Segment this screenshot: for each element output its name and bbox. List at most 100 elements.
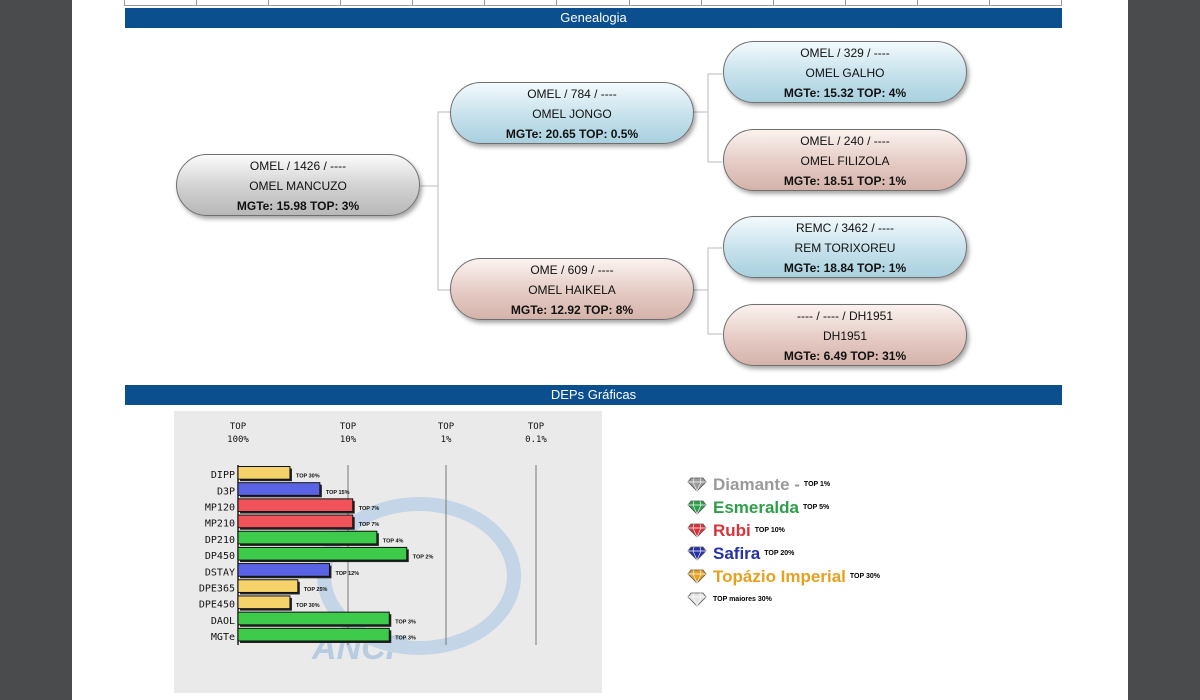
category-label-D3P: D3P bbox=[217, 486, 235, 497]
deps-header: DEPs Gráficas bbox=[125, 385, 1062, 405]
dam-registry: OME / 609 / ---- bbox=[530, 263, 614, 277]
bar-DAOL bbox=[237, 611, 390, 626]
bar-MP210 bbox=[237, 514, 354, 529]
dam-dam-registry: ---- / ---- / DH1951 bbox=[797, 309, 893, 323]
legend-gem-name: Rubi bbox=[713, 520, 751, 540]
bar-DIPP bbox=[237, 466, 291, 480]
sire-name: OMEL JONGO bbox=[532, 107, 612, 121]
sire-mgte: MGTe: 20.65 TOP: 0.5% bbox=[505, 127, 639, 141]
bar-DSTAY bbox=[237, 563, 330, 577]
animal-card[interactable]: OMEL / 1426 / ---- OMEL MANCUZO MGTe: 15… bbox=[176, 154, 420, 216]
category-label-DIPP: DIPP bbox=[211, 470, 235, 481]
category-label-DP210: DP210 bbox=[205, 535, 235, 546]
dam-card[interactable]: OME / 609 / ---- OMEL HAIKELA MGTe: 12.9… bbox=[450, 258, 694, 320]
bar-MGTe bbox=[237, 627, 390, 642]
data-label-MGTe: TOP 3% bbox=[395, 636, 416, 642]
legend-gem-top: TOP 20% bbox=[764, 550, 795, 557]
sire-dam-registry: OMEL / 240 / ---- bbox=[800, 134, 890, 148]
x-tick-top-1: TOP bbox=[340, 422, 357, 432]
dam-name: OMEL HAIKELA bbox=[528, 283, 616, 297]
legend-gem-top: TOP 30% bbox=[849, 573, 880, 580]
animal-registry: OMEL / 1426 / ---- bbox=[249, 159, 347, 173]
bar-DP210 bbox=[237, 530, 378, 545]
sire-sire-name: OMEL GALHO bbox=[805, 66, 885, 80]
legend-gem-name: Esmeralda bbox=[713, 497, 799, 517]
deps-chart: ANCP TOP 100% TOP 10% TOP 1% TOP 0.1% DIPP TOP 30%… bbox=[174, 411, 602, 693]
x-tick-bottom-0: 100% bbox=[227, 435, 249, 445]
gem-icon bbox=[687, 500, 707, 515]
sire-registry: OMEL / 784 / ---- bbox=[527, 87, 617, 101]
x-tick-bottom-2: 1% bbox=[441, 435, 452, 445]
sire-sire-mgte: MGTe: 15.32 TOP: 4% bbox=[783, 86, 907, 100]
legend-gem-top: TOP 5% bbox=[803, 504, 830, 511]
bar-D3P bbox=[237, 482, 321, 496]
category-label-MP120: MP120 bbox=[205, 503, 235, 514]
animal-mgte: MGTe: 15.98 TOP: 3% bbox=[236, 199, 360, 213]
x-tick-top-2: TOP bbox=[438, 422, 455, 432]
category-label-DAOL: DAOL bbox=[211, 616, 235, 627]
gem-legend: Diamante - TOP 1% Esmeralda TOP 5% Rubi TOP 1… bbox=[687, 473, 880, 611]
legend-gem-top: TOP 1% bbox=[803, 481, 831, 488]
category-label-DSTAY: DSTAY bbox=[205, 567, 235, 578]
legend-item-1: Esmeralda TOP 5% bbox=[687, 496, 880, 519]
dam-mgte: MGTe: 12.92 TOP: 8% bbox=[510, 303, 634, 317]
bar-DP450 bbox=[237, 546, 408, 561]
legend-item-0: Diamante - TOP 1% bbox=[687, 473, 880, 496]
x-tick-top-3: TOP bbox=[528, 422, 545, 432]
legend-gem-name: Diamante - bbox=[713, 474, 800, 494]
legend-item-3: Safira TOP 20% bbox=[687, 542, 880, 565]
gem-icon bbox=[687, 546, 707, 561]
genealogy-header: Genealogia bbox=[125, 8, 1062, 28]
data-label-D3P: TOP 15% bbox=[326, 490, 350, 496]
category-label-MP210: MP210 bbox=[205, 519, 235, 530]
legend-footer-text: TOP maiores 30% bbox=[713, 596, 772, 603]
sire-dam-mgte: MGTe: 18.51 TOP: 1% bbox=[783, 174, 907, 188]
legend-item-4: Topázio Imperial TOP 30% bbox=[687, 565, 880, 588]
gem-icon bbox=[687, 569, 707, 584]
data-label-DSTAY: TOP 12% bbox=[335, 571, 359, 577]
x-tick-top-0: TOP bbox=[230, 422, 247, 432]
dam-dam-mgte: MGTe: 6.49 TOP: 31% bbox=[783, 349, 907, 363]
x-tick-bottom-1: 10% bbox=[340, 435, 357, 445]
data-label-DPE450: TOP 30% bbox=[296, 603, 320, 609]
category-label-DPE365: DPE365 bbox=[199, 583, 235, 594]
report-page: Genealogia OMEL / 1426 / ---- OMEL MANCU… bbox=[72, 0, 1128, 700]
sire-sire-registry: OMEL / 329 / ---- bbox=[800, 46, 890, 60]
data-label-DIPP: TOP 30% bbox=[296, 474, 320, 480]
dam-dam-name: DH1951 bbox=[822, 329, 868, 343]
data-label-DPE365: TOP 25% bbox=[304, 587, 328, 593]
legend-footer: TOP maiores 30% bbox=[687, 588, 880, 611]
category-label-DP450: DP450 bbox=[205, 551, 235, 562]
data-label-DP210: TOP 4% bbox=[383, 538, 404, 544]
top-table-edge bbox=[124, 0, 1062, 6]
sire-card[interactable]: OMEL / 784 / ---- OMEL JONGO MGTe: 20.65… bbox=[450, 82, 694, 144]
category-label-MGTe: MGTe bbox=[211, 632, 235, 643]
bar-DPE450 bbox=[237, 595, 291, 610]
gem-icon bbox=[687, 523, 707, 538]
data-label-MP210: TOP 7% bbox=[359, 522, 380, 528]
legend-gem-name: Safira bbox=[713, 543, 761, 563]
bar-MP120 bbox=[237, 498, 354, 513]
data-label-MP120: TOP 7% bbox=[359, 506, 380, 512]
legend-gem-top: TOP 10% bbox=[754, 527, 785, 534]
x-tick-bottom-3: 0.1% bbox=[525, 435, 547, 445]
dam-sire-name: REM TORIXOREU bbox=[794, 241, 896, 255]
category-label-DPE450: DPE450 bbox=[199, 600, 235, 611]
dam-sire-mgte: MGTe: 18.84 TOP: 1% bbox=[783, 261, 907, 275]
gem-outline-icon bbox=[687, 592, 707, 607]
dam-dam-card[interactable]: ---- / ---- / DH1951 DH1951 MGTe: 6.49 T… bbox=[723, 304, 967, 366]
genealogy-connectors bbox=[421, 73, 722, 335]
data-label-DAOL: TOP 3% bbox=[395, 619, 416, 625]
legend-item-2: Rubi TOP 10% bbox=[687, 519, 880, 542]
sire-sire-card[interactable]: OMEL / 329 / ---- OMEL GALHO MGTe: 15.32… bbox=[723, 41, 967, 103]
gem-icon bbox=[687, 477, 707, 492]
sire-dam-card[interactable]: OMEL / 240 / ---- OMEL FILIZOLA MGTe: 18… bbox=[723, 129, 967, 191]
dam-sire-card[interactable]: REMC / 3462 / ---- REM TORIXOREU MGTe: 1… bbox=[723, 216, 967, 278]
bar-DPE365 bbox=[237, 579, 299, 593]
legend-gem-name: Topázio Imperial bbox=[713, 566, 846, 586]
sire-dam-name: OMEL FILIZOLA bbox=[800, 154, 890, 168]
data-label-DP450: TOP 2% bbox=[413, 555, 434, 561]
dam-sire-registry: REMC / 3462 / ---- bbox=[795, 221, 894, 235]
animal-name: OMEL MANCUZO bbox=[249, 179, 347, 193]
